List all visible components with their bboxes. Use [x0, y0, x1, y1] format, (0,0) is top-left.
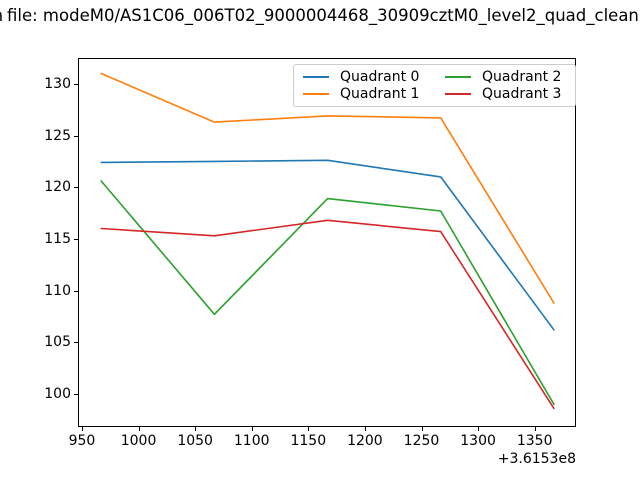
- y-tick-label: 110: [44, 282, 71, 299]
- figure-title: m file: modeM0/AS1C06_006T02_9000004468_…: [0, 6, 640, 30]
- x-tick-label: 1150: [290, 433, 327, 449]
- x-tick-label: 1050: [177, 433, 213, 449]
- y-tick-mark: [74, 135, 78, 137]
- y-tick-mark: [74, 342, 78, 344]
- x-tick-label: 1200: [347, 433, 383, 449]
- legend-label: Quadrant 2: [482, 68, 562, 85]
- x-tick-label: 1000: [120, 433, 157, 449]
- x-tick-mark: [138, 427, 140, 431]
- x-tick-mark: [478, 427, 480, 431]
- series-line-quadrant-3: [100, 219, 555, 410]
- x-tick-label: 1300: [460, 433, 496, 449]
- x-tick-mark: [81, 427, 83, 431]
- legend: Quadrant 0 Quadrant 1 Quadrant 2 Quadrant 3: [293, 64, 576, 107]
- legend-item-quadrant-0: Quadrant 0: [303, 68, 445, 86]
- y-tick-label: 130: [44, 75, 71, 92]
- y-tick-label: 100: [44, 385, 71, 402]
- x-tick-label: 950: [68, 433, 96, 449]
- x-tick-label: 1100: [233, 433, 270, 449]
- y-tick-mark: [74, 83, 78, 85]
- legend-label: Quadrant 1: [340, 86, 420, 103]
- y-tick-mark: [74, 187, 78, 189]
- legend-line-sample: [445, 75, 471, 78]
- series-line-quadrant-2: [100, 180, 555, 406]
- y-tick-mark: [74, 290, 78, 292]
- y-tick-label: 105: [44, 334, 71, 351]
- x-tick-mark: [534, 427, 536, 431]
- x-tick-mark: [364, 427, 366, 431]
- legend-label: Quadrant 3: [482, 86, 562, 103]
- y-tick-label: 120: [44, 179, 71, 196]
- series-line-quadrant-0: [100, 159, 555, 331]
- y-tick-mark: [74, 238, 78, 240]
- figure-title-clipped-fragment: m: [0, 6, 3, 25]
- legend-item-quadrant-2: Quadrant 2: [445, 68, 569, 86]
- plot-area: [78, 58, 576, 427]
- x-tick-mark: [251, 427, 253, 431]
- x-tick-mark: [421, 427, 423, 431]
- x-axis-offset-label: +3.6153e8: [497, 451, 576, 467]
- y-tick-label: 125: [44, 127, 71, 144]
- legend-line-sample: [303, 93, 329, 96]
- x-tick-label: 1250: [403, 433, 440, 449]
- x-tick-label: 1350: [516, 433, 553, 449]
- x-tick-mark: [195, 427, 197, 431]
- legend-line-sample: [445, 93, 471, 96]
- figure-title-text: file: modeM0/AS1C06_006T02_9000004468_30…: [7, 6, 639, 25]
- legend-label: Quadrant 0: [340, 68, 420, 85]
- legend-line-sample: [303, 75, 329, 78]
- y-tick-label: 115: [44, 230, 71, 247]
- x-tick-mark: [308, 427, 310, 431]
- legend-item-quadrant-3: Quadrant 3: [445, 86, 569, 104]
- legend-item-quadrant-1: Quadrant 1: [303, 86, 445, 104]
- series-line-quadrant-1: [100, 72, 555, 304]
- y-tick-mark: [74, 393, 78, 395]
